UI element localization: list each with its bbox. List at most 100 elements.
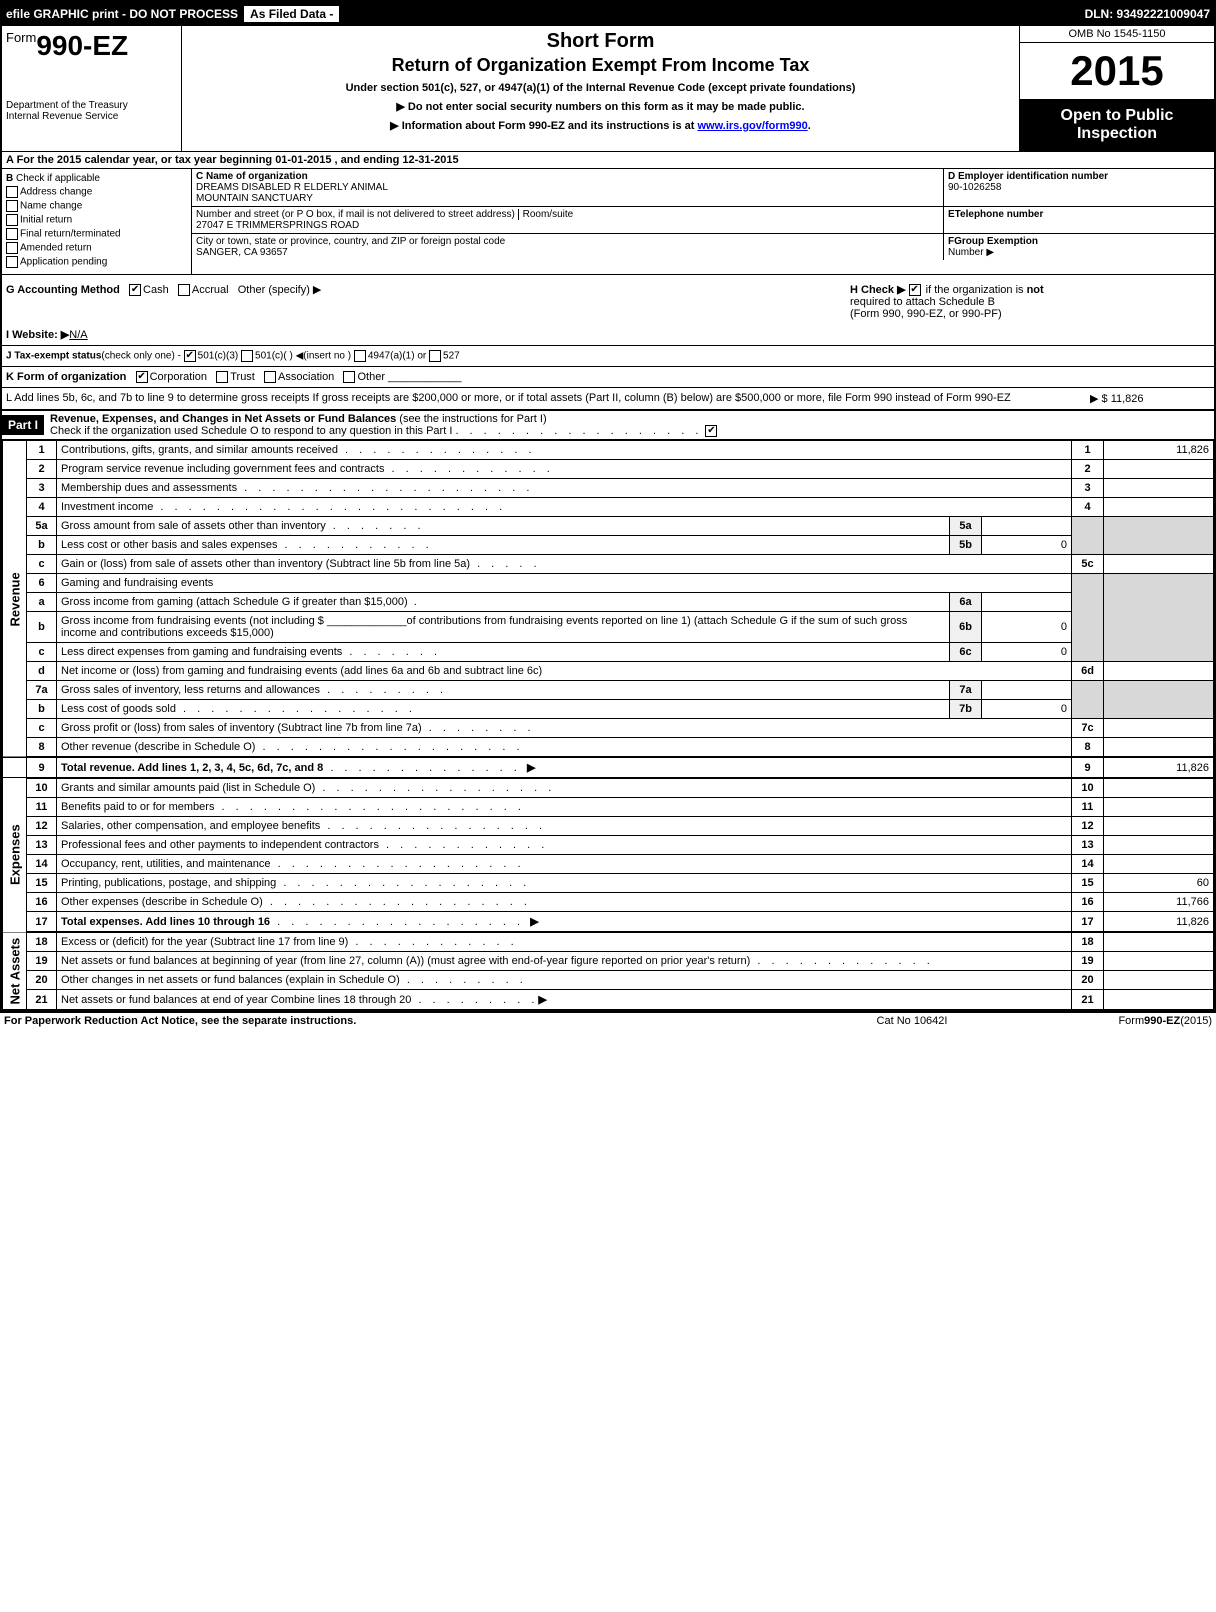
line-mnum: 5a — [950, 517, 982, 536]
line-rval — [1104, 555, 1214, 574]
k-corp-checkbox[interactable] — [136, 371, 148, 383]
line-desc: Gross income from gaming (attach Schedul… — [61, 596, 408, 608]
line-num: 8 — [27, 738, 57, 758]
line-desc: Other revenue (describe in Schedule O) — [61, 741, 255, 753]
line-rval — [1104, 932, 1214, 952]
line-desc: Professional fees and other payments to … — [61, 839, 379, 851]
j-label: J Tax-exempt status — [6, 351, 101, 362]
c-label: C Name of organization — [196, 171, 939, 182]
expenses-side-label: Expenses — [3, 778, 27, 932]
line-mval: 0 — [982, 643, 1072, 662]
amended-return-checkbox[interactable] — [6, 242, 18, 254]
line-desc: Less direct expenses from gaming and fun… — [61, 646, 342, 658]
address-change-checkbox[interactable] — [6, 186, 18, 198]
b-label: B — [6, 173, 13, 184]
line-desc: Total expenses. Add lines 10 through 16 — [61, 916, 270, 928]
j-501c-checkbox[interactable] — [241, 350, 253, 362]
line-desc: Excess or (deficit) for the year (Subtra… — [61, 936, 348, 948]
omb-number: OMB No 1545-1150 — [1020, 26, 1214, 43]
j-501c: 501(c)( ) — [255, 351, 293, 362]
form-header: Form990-EZ Department of the Treasury In… — [2, 26, 1214, 152]
line-num: 16 — [27, 893, 57, 912]
section-c-address: Number and street (or P O box, if mail i… — [192, 207, 944, 233]
line-rval — [1104, 798, 1214, 817]
irs-link[interactable]: www.irs.gov/form990 — [698, 120, 808, 132]
h-checkbox[interactable] — [909, 284, 921, 296]
h-label: H Check ▶ — [850, 284, 906, 296]
line-rval — [1104, 460, 1214, 479]
line-rnum: 16 — [1072, 893, 1104, 912]
header-left: Form990-EZ Department of the Treasury In… — [2, 26, 182, 151]
line-rnum: 21 — [1072, 990, 1104, 1010]
cash-label: Cash — [143, 284, 169, 296]
line-rval — [1104, 738, 1214, 758]
org-name-1: DREAMS DISABLED R ELDERLY ANIMAL — [196, 182, 939, 193]
shaded-cell — [1072, 517, 1104, 555]
name-change-checkbox[interactable] — [6, 200, 18, 212]
line-rval — [1104, 498, 1214, 517]
line-num: 10 — [27, 778, 57, 798]
line-rval: 11,766 — [1104, 893, 1214, 912]
section-f: FGroup Exemption Number ▶ — [944, 234, 1214, 260]
accrual-checkbox[interactable] — [178, 284, 190, 296]
line-num: 5a — [27, 517, 57, 536]
dots: . . . . . . . . . . . . . . . . . . — [455, 425, 702, 437]
footer-right: Form990-EZ(2015) — [1012, 1015, 1212, 1027]
line-desc: Other expenses (describe in Schedule O) — [61, 896, 263, 908]
line-mnum: 7b — [950, 700, 982, 719]
line-mnum: 7a — [950, 681, 982, 700]
line-desc: Benefits paid to or for members — [61, 801, 214, 813]
under-section: Under section 501(c), 527, or 4947(a)(1)… — [190, 82, 1011, 94]
line-num: a — [27, 593, 57, 612]
line-rval — [1104, 479, 1214, 498]
line-desc: Investment income — [61, 501, 153, 513]
k-assoc-checkbox[interactable] — [264, 371, 276, 383]
part-1-header: Part I Revenue, Expenses, and Changes in… — [2, 410, 1214, 440]
dln-label: DLN: 93492221009047 — [1085, 7, 1210, 21]
application-pending-checkbox[interactable] — [6, 256, 18, 268]
check-if-label: Check if applicable — [16, 173, 100, 184]
address-value: 27047 E TRIMMERSPRINGS ROAD — [196, 220, 939, 231]
line-desc: Gross sales of inventory, less returns a… — [61, 684, 320, 696]
initial-return-checkbox[interactable] — [6, 214, 18, 226]
bcde-section: B Check if applicable Address change Nam… — [2, 169, 1214, 275]
part-1-subtitle: (see the instructions for Part I) — [399, 413, 546, 425]
f-number-label: Number ▶ — [948, 247, 994, 258]
part-1-schedule-o-checkbox[interactable] — [705, 425, 717, 437]
top-bar: efile GRAPHIC print - DO NOT PROCESS As … — [2, 2, 1214, 26]
line-desc: Printing, publications, postage, and shi… — [61, 877, 276, 889]
cash-checkbox[interactable] — [129, 284, 141, 296]
form-title: Return of Organization Exempt From Incom… — [190, 55, 1011, 76]
line-desc: Net assets or fund balances at end of ye… — [61, 994, 411, 1006]
line-num: 11 — [27, 798, 57, 817]
j-4947-checkbox[interactable] — [354, 350, 366, 362]
section-a: A For the 2015 calendar year, or tax yea… — [2, 152, 1214, 169]
final-return-checkbox[interactable] — [6, 228, 18, 240]
line-num: c — [27, 555, 57, 574]
line-rval — [1104, 971, 1214, 990]
line-num: 17 — [27, 912, 57, 933]
line-desc: Gaming and fundraising events — [57, 574, 1072, 593]
j-527: 527 — [443, 351, 460, 362]
k-other-checkbox[interactable] — [343, 371, 355, 383]
l-text: L Add lines 5b, 6c, and 7b to line 9 to … — [6, 392, 1090, 405]
j-501c3-checkbox[interactable] — [184, 350, 196, 362]
line-rnum: 11 — [1072, 798, 1104, 817]
line-rnum: 4 — [1072, 498, 1104, 517]
section-j: J Tax-exempt status(check only one) - 50… — [2, 346, 1214, 367]
line-rval — [1104, 855, 1214, 874]
shaded-cell — [1104, 681, 1214, 719]
j-527-checkbox[interactable] — [429, 350, 441, 362]
line-mnum: 5b — [950, 536, 982, 555]
form-number: 990-EZ — [36, 30, 128, 61]
k-other: Other — [357, 371, 385, 383]
g-label: G Accounting Method — [6, 284, 120, 296]
j-4947: 4947(a)(1) or — [368, 351, 426, 362]
divider — [3, 757, 27, 778]
i-label: I Website: ▶ — [6, 329, 69, 341]
part-1-desc: Revenue, Expenses, and Changes in Net As… — [44, 411, 1214, 439]
line-desc: Program service revenue including govern… — [61, 463, 384, 475]
k-trust-checkbox[interactable] — [216, 371, 228, 383]
open-public-2: Inspection — [1024, 125, 1210, 143]
e-label: ETelephone number — [948, 209, 1210, 220]
